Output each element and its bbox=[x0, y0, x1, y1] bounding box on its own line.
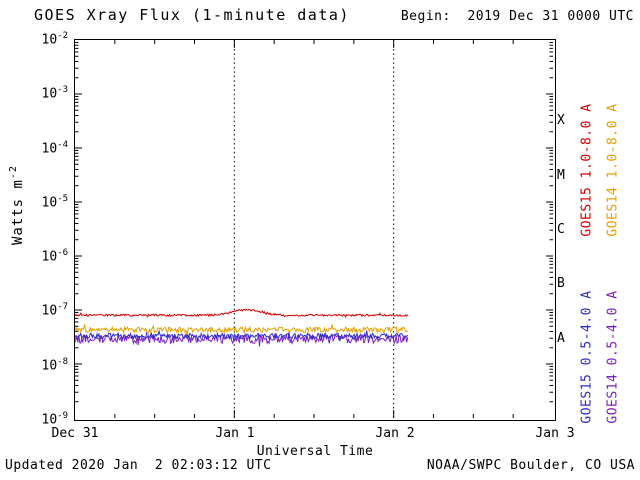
y-tick-label: 10-2 bbox=[41, 31, 69, 48]
legend-label-goes14-1.0-8.0-a: GOES14 1.0-8.0 A bbox=[605, 103, 621, 237]
x-axis-label: Universal Time bbox=[256, 444, 374, 459]
legend-label-goes15-1.0-8.0-a: GOES15 1.0-8.0 A bbox=[579, 103, 595, 237]
flux-class-letter-a: A bbox=[557, 330, 565, 346]
series-line-goes15-0.5-4.0-a bbox=[75, 329, 409, 342]
x-tick-label: Jan 3 bbox=[535, 426, 575, 441]
chart-title: GOES Xray Flux (1-minute data) bbox=[34, 6, 350, 24]
legend-label-goes15-0.5-4.0-a: GOES15 0.5-4.0 A bbox=[579, 290, 595, 424]
y-tick-label: 10-5 bbox=[41, 193, 69, 211]
series-line-goes14-0.5-4.0-a bbox=[75, 331, 409, 347]
series-lines bbox=[75, 308, 409, 347]
legend-label-goes14-0.5-4.0-a: GOES14 0.5-4.0 A bbox=[605, 290, 621, 424]
y-tick-label: 10-4 bbox=[41, 139, 69, 156]
plot-area bbox=[74, 39, 556, 421]
source-attribution: NOAA/SWPC Boulder, CO USA bbox=[426, 458, 635, 473]
plot-canvas bbox=[75, 40, 553, 418]
flux-class-letter-x: X bbox=[557, 113, 565, 129]
y-tick-label: 10-7 bbox=[41, 302, 69, 319]
x-tick-label: Jan 1 bbox=[215, 426, 255, 441]
y-tick-label: 10-9 bbox=[41, 411, 69, 428]
x-tick-label: Jan 2 bbox=[375, 426, 415, 441]
x-tick-label: Dec 31 bbox=[51, 426, 99, 441]
dashed-day-gridlines bbox=[233, 40, 395, 418]
updated-timestamp: Updated 2020 Jan 2 02:03:12 UTC bbox=[5, 458, 272, 473]
series-line-goes14-1.0-8.0-a bbox=[75, 324, 408, 336]
y-tick-label: 10-3 bbox=[41, 85, 69, 102]
flux-class-letter-b: B bbox=[557, 276, 565, 292]
axis-tick-marks bbox=[75, 40, 553, 418]
flux-class-letter-c: C bbox=[557, 222, 565, 237]
series-line-goes15-1.0-8.0-a bbox=[75, 308, 409, 319]
flux-class-letter-m: M bbox=[557, 167, 565, 183]
begin-time-label: Begin: 2019 Dec 31 0000 UTC bbox=[400, 9, 634, 24]
y-tick-label: 10-6 bbox=[41, 248, 69, 265]
y-tick-label: 10-8 bbox=[41, 356, 69, 374]
